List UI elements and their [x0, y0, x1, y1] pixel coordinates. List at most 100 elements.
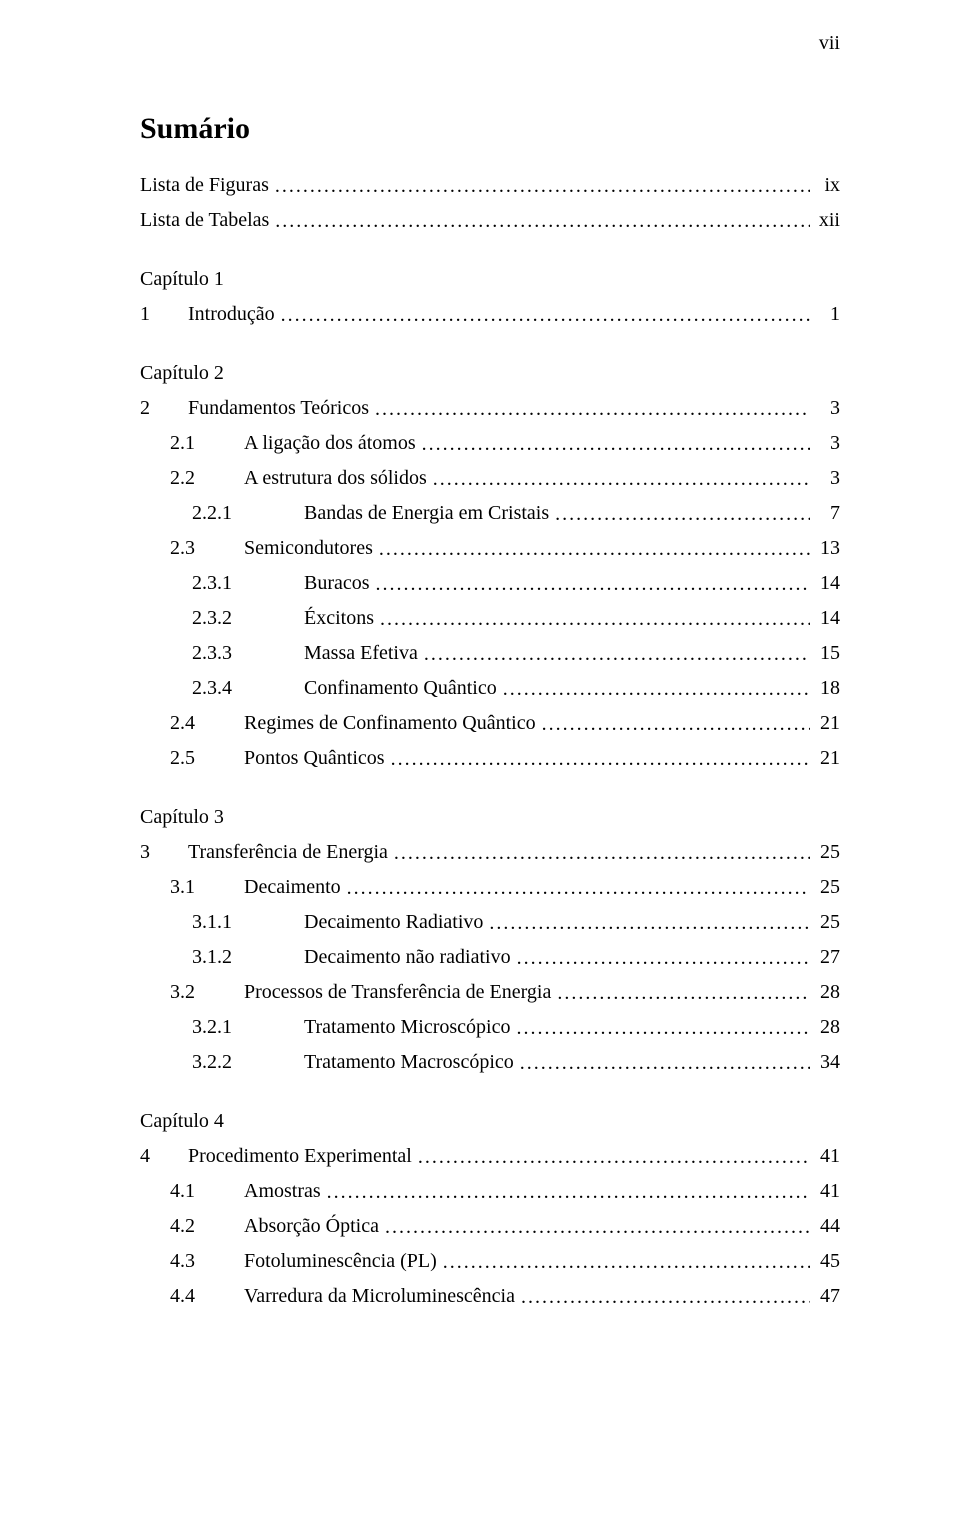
dot-leader	[378, 604, 810, 635]
entry-number: 3.1	[140, 872, 244, 903]
entry-page: 27	[810, 942, 840, 973]
entry-page: 45	[810, 1246, 840, 1277]
dot-leader	[420, 429, 810, 460]
entry-number: 2.2	[140, 463, 244, 494]
toc-row: Lista de Figuras ix	[140, 170, 840, 201]
entry-label: A estrutura dos sólidos	[244, 463, 431, 494]
page-title: Sumário	[140, 112, 840, 146]
toc-row: 4.2Absorção Óptica44	[140, 1211, 840, 1242]
entry-number: 3.1.1	[140, 907, 304, 938]
dot-leader	[515, 943, 810, 974]
entry-label: A ligação dos átomos	[244, 428, 420, 459]
entry-page: 3	[810, 393, 840, 424]
toc-row: 3Transferência de Energia 25	[140, 837, 840, 868]
toc-row: 2.3.2Éxcitons14	[140, 603, 840, 634]
entry-label: Amostras	[244, 1176, 325, 1207]
entry-page: 14	[810, 568, 840, 599]
toc-row: 2.1A ligação dos átomos3	[140, 428, 840, 459]
entry-page: 41	[810, 1141, 840, 1172]
toc-row: 3.2Processos de Transferência de Energia…	[140, 977, 840, 1008]
entry-label: Regimes de Confinamento Quântico	[244, 708, 540, 739]
entry-page: 13	[810, 533, 840, 564]
entry-label: Processos de Transferência de Energia	[244, 977, 555, 1008]
toc-row: 2.2A estrutura dos sólidos 3	[140, 463, 840, 494]
entry-page: 41	[810, 1176, 840, 1207]
entry-label: Tratamento Macroscópico	[304, 1047, 518, 1078]
entry-label: Pontos Quânticos	[244, 743, 389, 774]
toc-row: 2.3Semicondutores13	[140, 533, 840, 564]
dot-leader	[273, 171, 810, 202]
entry-page: 25	[810, 837, 840, 868]
entry-number: 2.5	[140, 743, 244, 774]
entry-label: Procedimento Experimental	[188, 1141, 416, 1172]
entry-page: 1	[810, 299, 840, 330]
entry-page: ix	[810, 170, 840, 201]
entry-label: Transferência de Energia	[188, 837, 392, 868]
dot-leader	[540, 709, 810, 740]
entry-number: 4.1	[140, 1176, 244, 1207]
entry-label: Decaimento Radiativo	[304, 907, 487, 938]
toc-row: 3.1Decaimento25	[140, 872, 840, 903]
entry-label: Fotoluminescência (PL)	[244, 1246, 441, 1277]
toc-row: 2.3.4Confinamento Quântico18	[140, 673, 840, 704]
entry-page: 28	[810, 1012, 840, 1043]
entry-number: 1	[140, 299, 188, 330]
entry-page: 28	[810, 977, 840, 1008]
toc-row: 2.2.1Bandas de Energia em Cristais7	[140, 498, 840, 529]
toc-row: 4Procedimento Experimental 41	[140, 1141, 840, 1172]
entry-label: Varredura da Microluminescência	[244, 1281, 519, 1312]
entry-number: 2.2.1	[140, 498, 304, 529]
dot-leader	[501, 674, 810, 705]
toc-row: 2.3.1Buracos14	[140, 568, 840, 599]
dot-leader	[377, 534, 810, 565]
entry-number: 2.3.3	[140, 638, 304, 669]
entry-label: Semicondutores	[244, 533, 377, 564]
entry-number: 2.3.2	[140, 603, 304, 634]
entry-label: Decaimento	[244, 872, 345, 903]
entry-label: Introdução	[188, 299, 279, 330]
dot-leader	[431, 464, 810, 495]
dot-leader	[441, 1247, 810, 1278]
dot-leader	[518, 1048, 810, 1079]
entry-number: 2.4	[140, 708, 244, 739]
dot-leader	[383, 1212, 810, 1243]
toc-row: 2Fundamentos Teóricos 3	[140, 393, 840, 424]
entry-page: 25	[810, 907, 840, 938]
dot-leader	[422, 639, 810, 670]
toc-row: 4.1Amostras 41	[140, 1176, 840, 1207]
document-page: vii Sumário Lista de Figuras ix Lista de T…	[0, 0, 960, 1515]
page-number-top: vii	[819, 32, 840, 55]
toc-row: 3.1.1Decaimento Radiativo 25	[140, 907, 840, 938]
entry-page: 47	[810, 1281, 840, 1312]
entry-number: 2.3.4	[140, 673, 304, 704]
entry-number: 4.2	[140, 1211, 244, 1242]
entry-page: 34	[810, 1047, 840, 1078]
dot-leader	[345, 873, 810, 904]
dot-leader	[487, 908, 810, 939]
entry-page: 3	[810, 463, 840, 494]
entry-number: 4	[140, 1141, 188, 1172]
entry-number: 2	[140, 393, 188, 424]
entry-number: 3	[140, 837, 188, 868]
toc-row: 2.3.3Massa Efetiva15	[140, 638, 840, 669]
toc-body: Capítulo 11Introdução1Capítulo 22Fundame…	[140, 264, 840, 1312]
dot-leader	[416, 1142, 810, 1173]
entry-label: Fundamentos Teóricos	[188, 393, 373, 424]
toc-row: 2.4Regimes de Confinamento Quântico 21	[140, 708, 840, 739]
toc-row: 3.2.2Tratamento Macroscópico 34	[140, 1047, 840, 1078]
entry-page: 18	[810, 673, 840, 704]
toc-row: 2.5Pontos Quânticos21	[140, 743, 840, 774]
toc-row: 4.4Varredura da Microluminescência47	[140, 1281, 840, 1312]
entry-label: Lista de Figuras	[140, 170, 273, 201]
toc-row: 1Introdução1	[140, 299, 840, 330]
toc-prelude: Lista de Figuras ix Lista de Tabelasxii	[140, 170, 840, 236]
dot-leader	[389, 744, 810, 775]
entry-page: 21	[810, 708, 840, 739]
entry-label: Éxcitons	[304, 603, 378, 634]
entry-number: 3.2.2	[140, 1047, 304, 1078]
toc-row: Lista de Tabelasxii	[140, 205, 840, 236]
entry-number: 3.2	[140, 977, 244, 1008]
entry-page: 15	[810, 638, 840, 669]
dot-leader	[514, 1013, 810, 1044]
entry-label: Tratamento Microscópico	[304, 1012, 514, 1043]
